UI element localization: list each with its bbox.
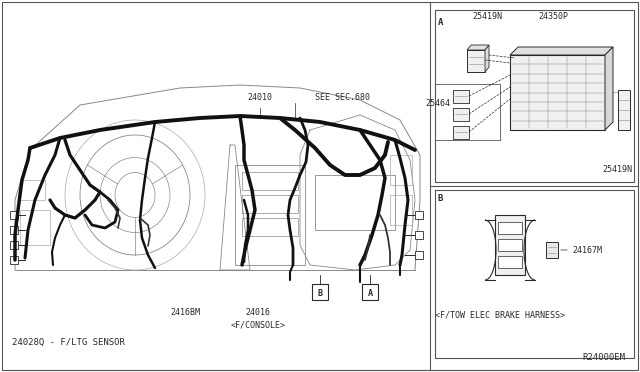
Bar	[453, 108, 469, 121]
Bar	[362, 284, 378, 300]
Bar	[498, 239, 522, 251]
Text: 24028Q - F/LTG SENSOR: 24028Q - F/LTG SENSOR	[12, 338, 125, 347]
Text: B: B	[438, 194, 444, 203]
Text: <F/CONSOLE>: <F/CONSOLE>	[230, 320, 285, 329]
Bar	[242, 195, 298, 213]
Text: 24010: 24010	[248, 93, 273, 102]
Text: 2416BM: 2416BM	[170, 308, 200, 317]
Text: 24016: 24016	[246, 308, 271, 317]
Bar	[510, 55, 605, 130]
Text: A: A	[438, 18, 444, 27]
Bar	[10, 226, 18, 234]
Text: <F/TOW ELEC BRAKE HARNESS>: <F/TOW ELEC BRAKE HARNESS>	[435, 310, 565, 319]
Text: SEE SEC.680: SEE SEC.680	[315, 93, 370, 102]
Polygon shape	[605, 47, 613, 130]
Polygon shape	[467, 45, 489, 50]
Polygon shape	[510, 47, 613, 55]
Bar	[546, 242, 558, 258]
Text: B: B	[317, 289, 323, 298]
Bar	[453, 90, 469, 103]
Bar	[415, 231, 423, 239]
Bar	[242, 172, 298, 190]
Bar	[10, 211, 18, 219]
Text: 24350P: 24350P	[538, 12, 568, 21]
Bar	[498, 222, 522, 234]
Bar	[390, 195, 412, 225]
Bar	[498, 256, 522, 268]
Bar	[235, 165, 305, 265]
Text: 25419N: 25419N	[602, 165, 632, 174]
Bar	[312, 284, 328, 300]
Text: 24167M: 24167M	[572, 246, 602, 254]
Text: 25419N: 25419N	[472, 12, 502, 21]
Bar	[467, 50, 485, 72]
Text: 25464: 25464	[425, 99, 450, 108]
Polygon shape	[485, 45, 489, 72]
Text: R24000EM: R24000EM	[582, 353, 625, 362]
Bar	[495, 215, 525, 275]
Text: A: A	[367, 289, 372, 298]
Bar	[10, 256, 18, 264]
Bar	[242, 218, 298, 236]
Bar	[390, 155, 412, 185]
Bar	[415, 251, 423, 259]
Bar	[453, 126, 469, 139]
Bar	[20, 180, 45, 200]
Bar	[315, 175, 395, 230]
Bar	[415, 211, 423, 219]
Bar	[10, 241, 18, 249]
Bar	[618, 90, 630, 130]
Bar	[20, 210, 50, 245]
